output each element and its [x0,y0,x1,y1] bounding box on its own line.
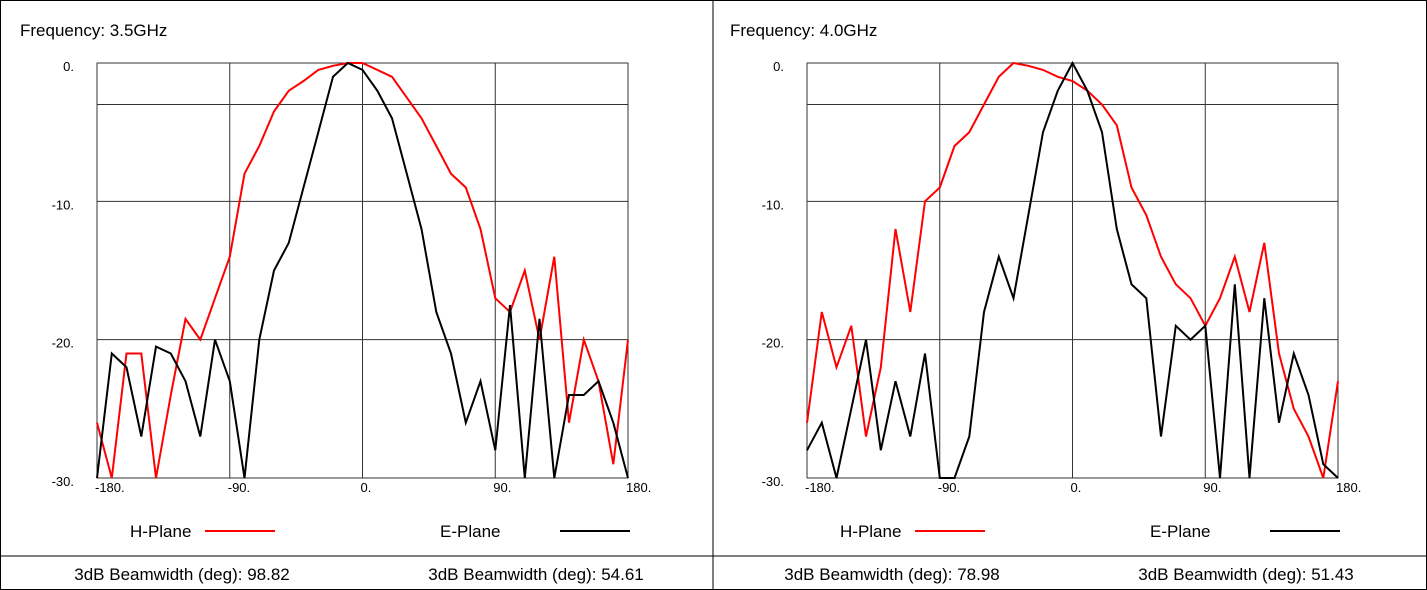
legend-label: H-Plane [840,522,901,541]
y-tick-label: -30. [762,474,784,489]
chart-title: Frequency: 4.0GHz [730,21,877,40]
x-tick-label: 90. [493,480,511,495]
x-tick-label: -180. [95,480,125,495]
beamwidth-label: 3dB Beamwidth (deg): 98.82 [74,565,289,584]
x-tick-label: -90. [228,480,250,495]
x-tick-label: -90. [938,480,960,495]
series-line [806,61,1339,479]
x-tick-label: 0. [1071,480,1082,495]
series-line [806,60,1339,479]
y-tick-label: -10. [52,197,74,212]
beamwidth-label: 3dB Beamwidth (deg): 51.43 [1138,565,1353,584]
legend-label: E-Plane [440,522,500,541]
chart-title: Frequency: 3.5GHz [20,21,167,40]
beamwidth-label: 3dB Beamwidth (deg): 54.61 [428,565,643,584]
y-tick-label: -20. [762,336,784,351]
y-tick-label: 0. [773,59,784,74]
x-tick-label: 0. [361,480,372,495]
x-tick-label: 180. [1336,480,1361,495]
series-line [96,61,629,479]
legend-label: H-Plane [130,522,191,541]
y-tick-label: -20. [52,336,74,351]
x-tick-label: 180. [626,480,651,495]
y-tick-label: -30. [52,474,74,489]
y-tick-label: -10. [762,197,784,212]
x-tick-label: -180. [805,480,835,495]
y-tick-label: 0. [63,59,74,74]
legend-label: E-Plane [1150,522,1210,541]
series-line [96,62,629,479]
beamwidth-label: 3dB Beamwidth (deg): 78.98 [784,565,999,584]
x-tick-label: 90. [1203,480,1221,495]
